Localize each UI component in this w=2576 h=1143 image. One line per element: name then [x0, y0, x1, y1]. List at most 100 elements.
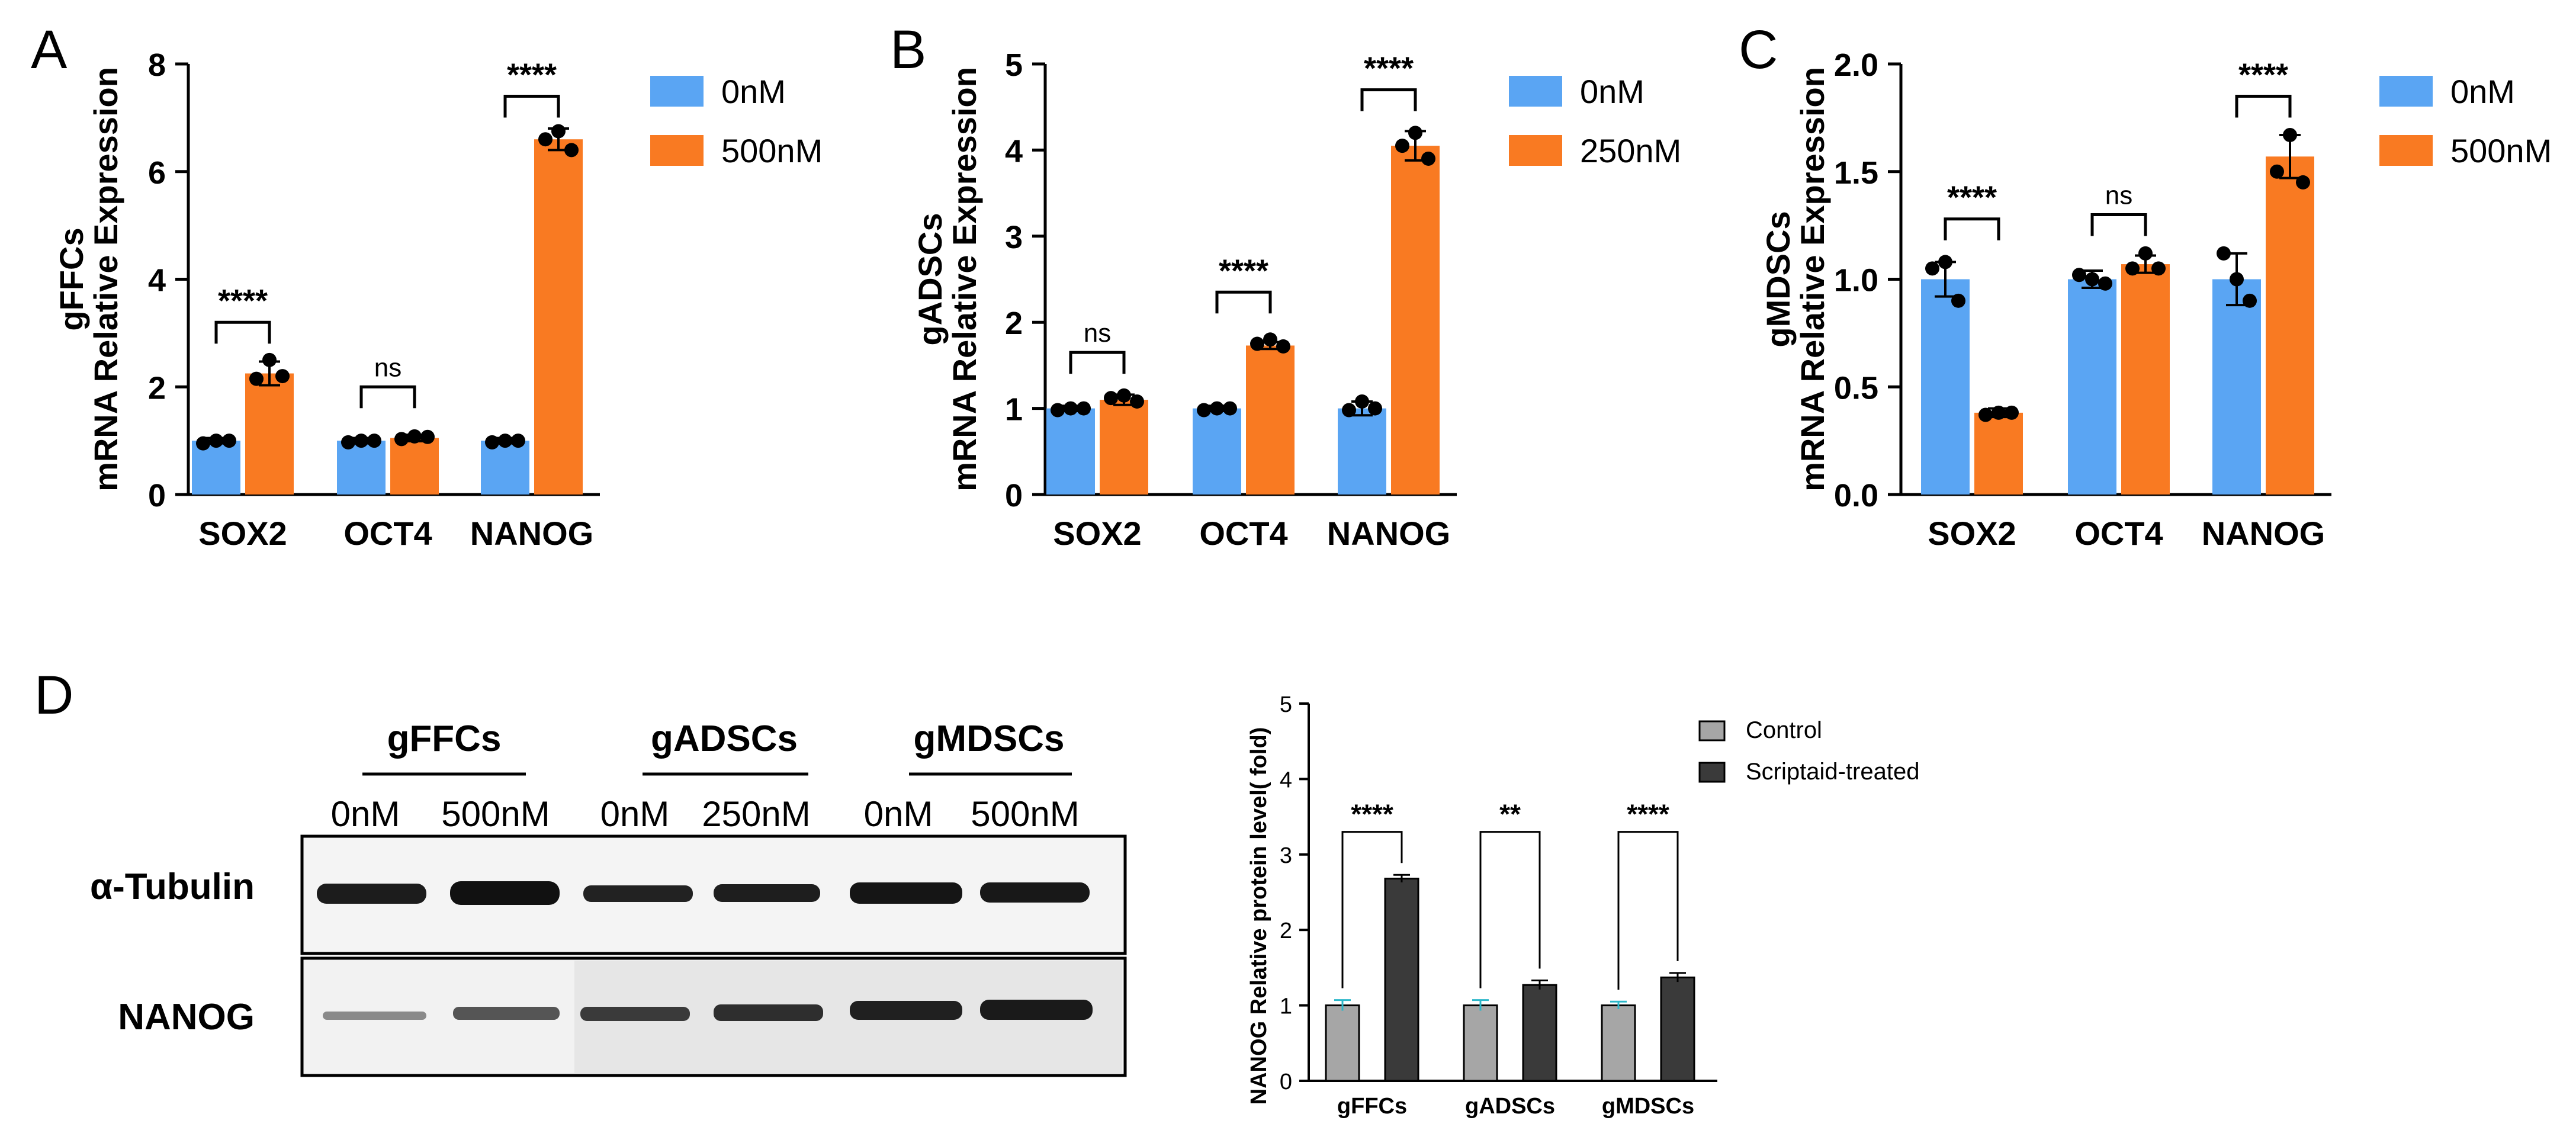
bar-Control [1463, 1004, 1498, 1082]
blot-group-label: gADSCs [651, 718, 798, 759]
x-tick-label: OCT4 [2074, 515, 2163, 552]
data-point [1992, 405, 2006, 420]
significance-label: ns [374, 353, 402, 382]
bar-0nM [1338, 408, 1386, 495]
data-point [249, 371, 264, 386]
data-point [1064, 401, 1078, 416]
blot-lane-label: 500nM [971, 794, 1079, 834]
bar-500nM [2121, 264, 2170, 495]
data-point [551, 124, 566, 139]
legend-label: Control [1746, 717, 1822, 743]
data-point [341, 435, 355, 450]
y-tick-label: 2 [1005, 306, 1023, 341]
y-tick-label: 1.0 [1834, 263, 1878, 298]
blot-band [850, 1001, 962, 1020]
data-point [1197, 403, 1211, 418]
data-point [1395, 139, 1409, 153]
significance-label: **** [1219, 253, 1268, 288]
data-point [1951, 293, 1965, 308]
bar-500nM [1974, 412, 2023, 495]
blot-group-label: gFFCs [387, 718, 502, 759]
y-tick-label: 0 [1280, 1070, 1292, 1094]
significance-bracket [2235, 95, 2292, 118]
blot-band [980, 882, 1090, 903]
blot-lane-label: 0nM [600, 794, 670, 834]
y-axis-label-line2: mRNA Relative Expression [87, 67, 124, 492]
data-point [367, 434, 381, 448]
y-tick-label: 0 [1005, 478, 1023, 513]
blot-band [980, 1000, 1093, 1020]
panel-letter-b: B [890, 20, 926, 80]
legend-swatch [650, 135, 704, 166]
y-tick-label: 3 [1280, 843, 1292, 868]
data-point [2283, 127, 2297, 142]
legend-swatch [1698, 762, 1726, 783]
significance-label: **** [1351, 799, 1393, 830]
significance-label: ns [2105, 181, 2132, 210]
legend-swatch [650, 76, 704, 107]
data-point [1210, 401, 1224, 416]
y-axis-label-line2: mRNA Relative Expression [1794, 67, 1831, 492]
y-tick-label: 2 [1280, 919, 1292, 943]
significance-bracket [503, 95, 560, 118]
significance-label: **** [507, 57, 557, 93]
significance-bracket [1479, 831, 1541, 988]
bar-500nM [534, 139, 583, 495]
blot-lane-label: 0nM [864, 794, 933, 834]
y-tick-label: 1.5 [1834, 155, 1878, 191]
legend-label: 0nM [721, 73, 786, 110]
legend-label: 0nM [2450, 73, 2515, 110]
data-point [2085, 272, 2099, 287]
bar-0nM [2068, 279, 2116, 495]
significance-label: ** [1499, 799, 1521, 830]
y-axis-label-line2: mRNA Relative Expression [946, 67, 983, 492]
blot-row-label-nanog: NANOG [118, 997, 255, 1038]
legend-swatch [1698, 720, 1726, 741]
x-tick-label: NANOG [470, 515, 593, 552]
data-point [1104, 391, 1118, 406]
data-point [1250, 336, 1264, 351]
data-point [1130, 394, 1144, 409]
significance-label: **** [1364, 51, 1414, 86]
blot-band [450, 881, 560, 905]
panel-letter-d: D [34, 665, 73, 725]
significance-bracket [1360, 88, 1417, 111]
data-point [407, 429, 422, 444]
significance-label: **** [1627, 799, 1669, 830]
bar-Control [1601, 1004, 1636, 1082]
bar-500nM [2266, 156, 2314, 495]
bar-0nM [1046, 408, 1095, 495]
x-tick-label: NANOG [1327, 515, 1450, 552]
significance-label: **** [218, 283, 268, 319]
data-point [2005, 405, 2019, 420]
bar-250nM [1391, 146, 1440, 495]
bar-Scriptaid-treated [1384, 878, 1419, 1082]
data-point [2296, 175, 2310, 190]
y-tick-label: 1 [1280, 994, 1292, 1019]
significance-bracket [214, 320, 271, 344]
bar-Scriptaid-treated [1660, 976, 1695, 1082]
x-tick-label: SOX2 [1053, 515, 1141, 552]
bar-Scriptaid-treated [1522, 984, 1557, 1082]
significance-bracket [1215, 290, 1272, 314]
y-tick-label: 2.0 [1834, 47, 1878, 83]
legend-swatch [2379, 135, 2433, 166]
y-tick-label: 5 [1005, 47, 1023, 83]
legend-swatch [2379, 76, 2433, 107]
blot-row-label-tubulin: α-Tubulin [90, 866, 255, 907]
significance-bracket [1069, 351, 1126, 374]
y-tick-label: 4 [148, 263, 166, 298]
significance-bracket [359, 385, 416, 409]
bar-Control [1325, 1004, 1360, 1082]
legend-swatch [1509, 135, 1562, 166]
blot-band [714, 1004, 823, 1021]
y-tick-label: 2 [148, 370, 166, 406]
western-blot: gFFCs gADSCs gMDSCs 0nM 500nM 0nM 250nM … [90, 718, 1127, 1077]
bar-0nM [1921, 279, 1970, 495]
legend-label: Scriptaid-treated [1746, 759, 1919, 785]
data-point [2217, 246, 2231, 261]
